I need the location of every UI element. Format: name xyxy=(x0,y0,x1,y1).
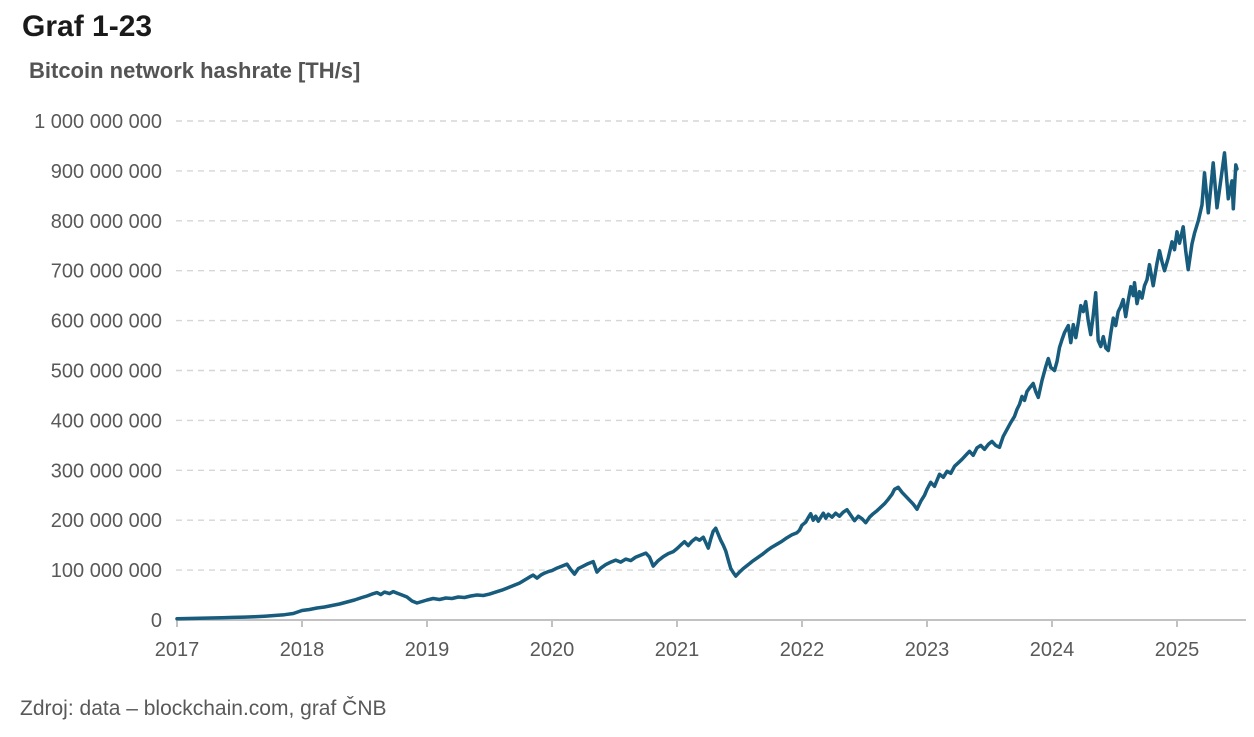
x-axis-tick-label: 2023 xyxy=(905,639,950,661)
x-axis-tick-label: 2024 xyxy=(1030,639,1075,661)
y-axis-tick-label: 500 000 000 xyxy=(51,361,162,383)
y-axis-tick-label: 800 000 000 xyxy=(51,211,162,233)
x-axis-tick-label: 2017 xyxy=(155,639,200,661)
x-axis-tick-label: 2018 xyxy=(280,639,325,661)
x-axis-tick-label: 2021 xyxy=(655,639,700,661)
x-axis-tick-label: 2019 xyxy=(405,639,450,661)
y-axis-tick-label: 900 000 000 xyxy=(51,161,162,183)
y-axis-tick-label: 1 000 000 000 xyxy=(34,111,162,133)
y-axis-tick-label: 700 000 000 xyxy=(51,261,162,283)
y-axis-tick-label: 600 000 000 xyxy=(51,311,162,333)
chart-title: Bitcoin network hashrate [TH/s] xyxy=(29,58,361,83)
y-axis-tick-label: 300 000 000 xyxy=(51,460,162,482)
y-axis-tick-label: 200 000 000 xyxy=(51,510,162,532)
y-axis-tick-label: 100 000 000 xyxy=(51,560,162,582)
page-title: Graf 1-23 xyxy=(22,10,153,43)
y-axis-tick-label: 0 xyxy=(151,610,162,632)
y-axis-tick-label: 400 000 000 xyxy=(51,410,162,432)
x-axis-tick-label: 2020 xyxy=(530,639,575,661)
x-axis-tick-label: 2025 xyxy=(1155,639,1200,661)
source-note: Zdroj: data – blockchain.com, graf ČNB xyxy=(20,697,387,720)
x-axis-tick-label: 2022 xyxy=(780,639,825,661)
hashrate-line xyxy=(175,151,1239,621)
